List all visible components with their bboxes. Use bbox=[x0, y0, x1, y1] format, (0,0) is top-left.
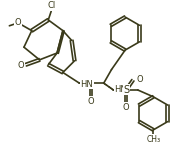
Text: Cl: Cl bbox=[47, 1, 55, 10]
Text: O: O bbox=[18, 61, 24, 70]
Text: CH₃: CH₃ bbox=[146, 135, 160, 144]
Text: O: O bbox=[137, 75, 143, 84]
Text: O: O bbox=[15, 18, 21, 27]
Text: HN: HN bbox=[80, 80, 93, 89]
Text: HN: HN bbox=[114, 85, 127, 95]
Text: S: S bbox=[123, 85, 129, 95]
Text: O: O bbox=[123, 103, 129, 112]
Text: O: O bbox=[88, 97, 94, 106]
